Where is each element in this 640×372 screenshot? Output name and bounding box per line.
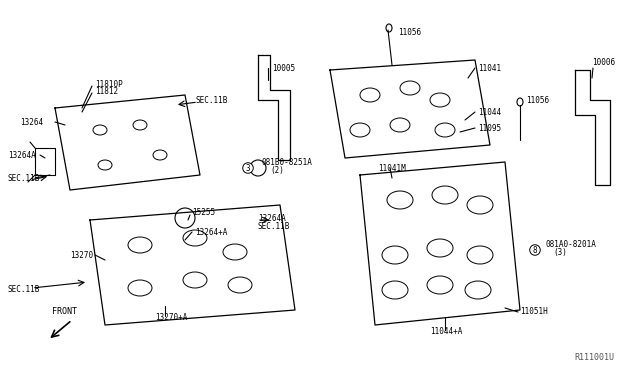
Text: 081B0-8251A: 081B0-8251A [262,157,313,167]
Text: 11056: 11056 [526,96,549,105]
Text: 10006: 10006 [592,58,615,67]
Text: 11810P: 11810P [95,80,123,89]
Text: 081A0-8201A: 081A0-8201A [545,240,596,248]
Text: 10005: 10005 [272,64,295,73]
Text: 13264A: 13264A [8,151,36,160]
Text: SEC.11B: SEC.11B [8,173,40,183]
Text: 8: 8 [532,246,538,254]
Text: SEC.11B: SEC.11B [258,221,291,231]
Text: SEC.11B: SEC.11B [8,285,40,295]
Text: SEC.11B: SEC.11B [195,96,227,105]
Text: 11056: 11056 [398,28,421,36]
Text: R111001U: R111001U [574,353,614,362]
Text: 11051H: 11051H [520,308,548,317]
Text: 11041M: 11041M [378,164,406,173]
Text: 15255: 15255 [192,208,215,217]
Text: 13264A: 13264A [258,214,285,222]
Text: (3): (3) [553,247,567,257]
Text: (2): (2) [270,166,284,174]
Text: 3: 3 [246,164,250,173]
Text: 13264: 13264 [20,118,43,126]
Text: 11041: 11041 [478,64,501,73]
Text: 11095: 11095 [478,124,501,132]
Text: 11044: 11044 [478,108,501,116]
Text: 13270+A: 13270+A [155,314,188,323]
Text: 3: 3 [246,164,250,173]
Text: FRONT: FRONT [52,308,77,317]
Text: 13270: 13270 [70,250,93,260]
Text: 13264+A: 13264+A [195,228,227,237]
Text: 11044+A: 11044+A [430,327,462,337]
Text: 11812: 11812 [95,87,118,96]
